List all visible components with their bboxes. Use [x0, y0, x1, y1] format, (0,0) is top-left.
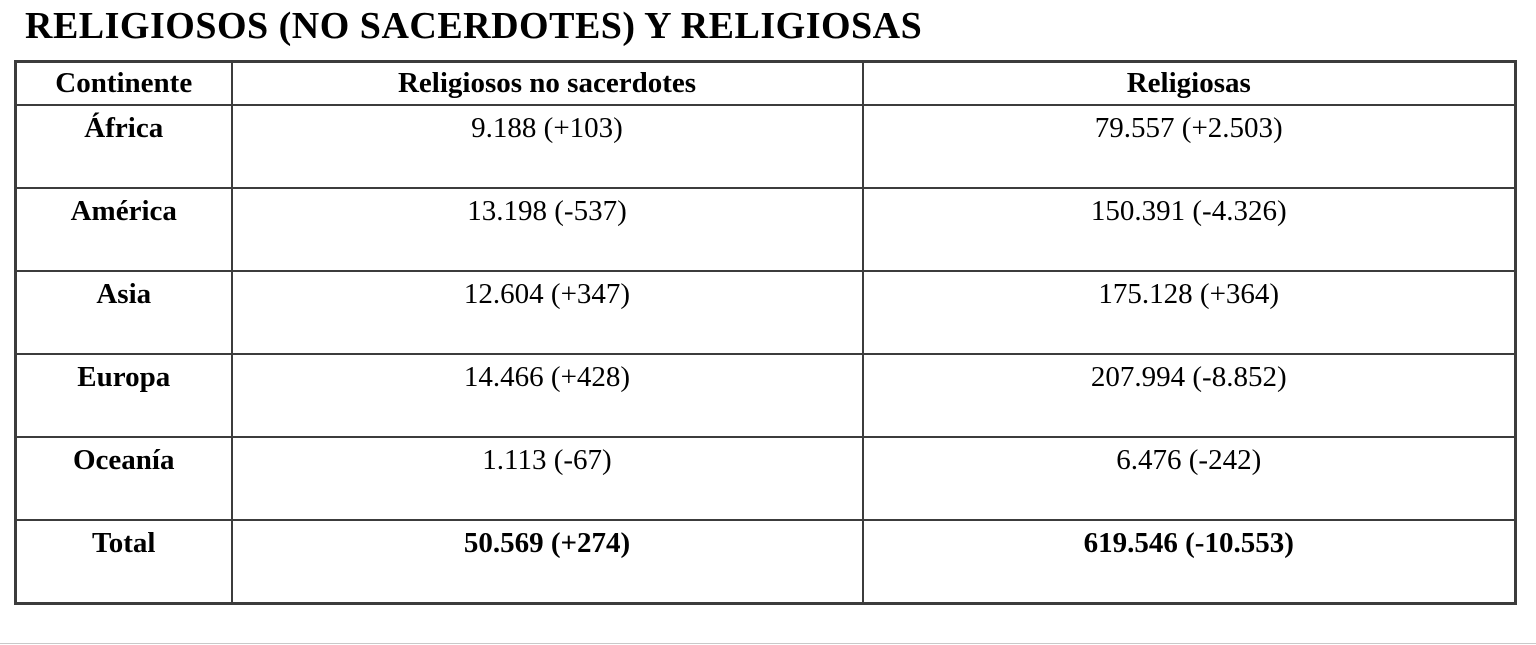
- cell-continent: Europa: [14, 353, 233, 438]
- cell-religiosos: 9.188 (+103): [230, 104, 864, 189]
- table-row-europa: Europa 14.466 (+428) 207.994 (-8.852): [14, 353, 1517, 438]
- cell-religiosos: 1.113 (-67): [230, 436, 864, 521]
- table-row-total: Total 50.569 (+274) 619.546 (-10.553): [14, 519, 1517, 605]
- cell-continent: Asia: [14, 270, 233, 355]
- cell-religiosas: 207.994 (-8.852): [861, 353, 1517, 438]
- cell-religiosos: 13.198 (-537): [230, 187, 864, 272]
- cell-religiosas: 175.128 (+364): [861, 270, 1517, 355]
- cell-continent: África: [14, 104, 233, 189]
- table-row-africa: África 9.188 (+103) 79.557 (+2.503): [14, 104, 1517, 189]
- page-title: RELIGIOSOS (NO SACERDOTES) Y RELIGIOSAS: [25, 5, 923, 47]
- table-row-america: América 13.198 (-537) 150.391 (-4.326): [14, 187, 1517, 272]
- cell-religiosas: 6.476 (-242): [861, 436, 1517, 521]
- header-continente: Continente: [14, 60, 233, 106]
- header-religiosos-no-sacerdotes: Religiosos no sacerdotes: [230, 60, 864, 106]
- cell-religiosas: 150.391 (-4.326): [861, 187, 1517, 272]
- cell-religiosos: 12.604 (+347): [230, 270, 864, 355]
- cell-continent: Oceanía: [14, 436, 233, 521]
- header-religiosas: Religiosas: [861, 60, 1517, 106]
- cell-total-label: Total: [14, 519, 233, 605]
- table-row-asia: Asia 12.604 (+347) 175.128 (+364): [14, 270, 1517, 355]
- cell-total-religiosas: 619.546 (-10.553): [861, 519, 1517, 605]
- header-row: Continente Religiosos no sacerdotes Reli…: [14, 60, 1517, 106]
- cell-religiosos: 14.466 (+428): [230, 353, 864, 438]
- cell-total-religiosos: 50.569 (+274): [230, 519, 864, 605]
- cell-continent: América: [14, 187, 233, 272]
- table-row-oceania: Oceanía 1.113 (-67) 6.476 (-242): [14, 436, 1517, 521]
- cell-religiosas: 79.557 (+2.503): [861, 104, 1517, 189]
- page-bottom-rule: [0, 643, 1536, 644]
- religiosos-table: Continente Religiosos no sacerdotes Reli…: [14, 60, 1517, 605]
